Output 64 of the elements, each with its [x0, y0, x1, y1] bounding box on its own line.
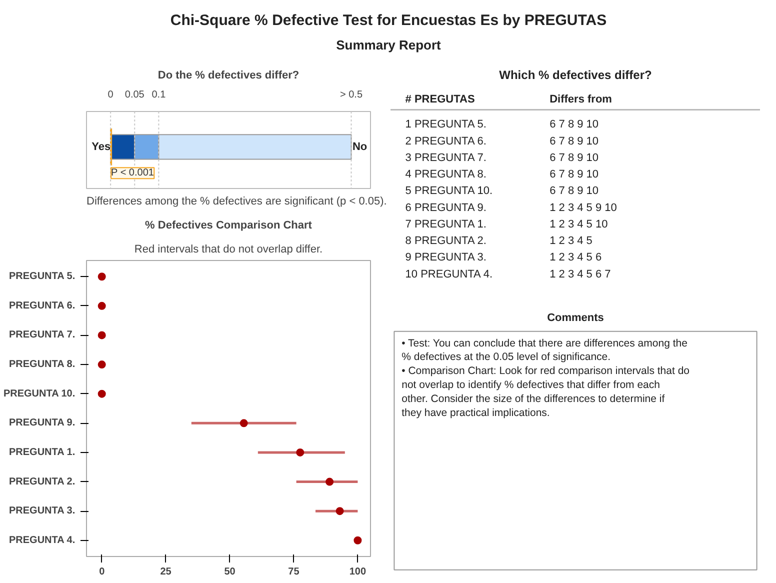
text: 1 PREGUNTA 5.: [405, 118, 486, 131]
text: 1 2 3 4 5 6: [550, 252, 602, 264]
text: 6 7 8 9 10: [550, 168, 599, 180]
point: [296, 448, 304, 456]
text: 1 2 3 4 5: [550, 235, 592, 247]
y-tick-label: PREGUNTA 2.: [9, 476, 76, 488]
text: • Test: You can conclude that there are differences among the % defectives at the 0.05 level of significance.: [402, 337, 688, 364]
text: Differences among the % defectives are significant (p < 0.05).: [86, 196, 387, 208]
y-tick-label: PREGUNTA 1.: [9, 446, 76, 458]
text: • Comparison Chart: Look for red comparison intervals that do not overlap to identify % defectives that differ from each other. Consider the size of the differences to determine if they have practical implications.: [402, 365, 690, 419]
chart-title: % Defectives Comparison Chart: [145, 220, 312, 232]
point: [326, 478, 334, 486]
point: [98, 390, 106, 398]
x-tick-label: 100: [349, 566, 366, 578]
y-tick-label: PREGUNTA 4.: [9, 534, 76, 546]
text: Comments: [547, 312, 604, 324]
text: 1 2 3 4 5 10: [550, 218, 608, 230]
y-tick-label: PREGUNTA 3.: [9, 506, 76, 517]
text: Summary Report: [336, 38, 442, 53]
point: [98, 331, 106, 340]
text: 6 PREGUNTA 9.: [405, 202, 486, 214]
x-tick-label: 0: [99, 566, 106, 578]
x-tick-label: 0.05: [124, 90, 145, 100]
text: 6 7 8 9 10: [550, 185, 599, 198]
point: [240, 419, 248, 428]
ref-line-label: P < 0.001: [111, 168, 154, 179]
text: 5 PREGUNTA 10.: [405, 185, 493, 198]
text: Which % defectives differ?: [499, 68, 652, 82]
text: 3 PREGUNTA 7.: [405, 152, 486, 164]
y-tick-label: PREGUNTA 6.: [9, 300, 76, 312]
y-tick-label: PREGUNTA 10.: [3, 388, 76, 400]
y-tick-label: PREGUNTA 7.: [9, 330, 76, 341]
chart-subtitle: Red intervals that do not overlap differ.: [134, 244, 323, 256]
chart-title: Do the % defectives differ?: [158, 70, 300, 82]
text: Differs from: [550, 93, 612, 106]
x-tick-label: > 0.5: [340, 90, 363, 100]
y-tick-label: PREGUNTA 5.: [9, 271, 76, 282]
text: 7 PREGUNTA 1.: [405, 218, 486, 230]
text: # PREGUTAS: [405, 93, 475, 106]
text: 6 7 8 9 10: [550, 118, 599, 131]
point: [98, 272, 106, 281]
text: 8 PREGUNTA 2.: [405, 235, 486, 247]
text: 10 PREGUNTA 4.: [405, 268, 493, 280]
text: 1 2 3 4 5 6 7: [550, 268, 611, 280]
text: 1 2 3 4 5 9 10: [550, 202, 617, 214]
y-tick-label: PREGUNTA 9.: [9, 418, 76, 429]
text: 4 PREGUNTA 8.: [405, 168, 486, 180]
point: [336, 507, 344, 516]
text: 6 7 8 9 10: [550, 152, 599, 164]
text: Chi-Square % Defective Test for Encuestas Es by PREGUTAS: [170, 12, 607, 29]
text: 9 PREGUNTA 3.: [405, 252, 486, 264]
x-tick-label: 25: [160, 566, 172, 578]
x-tick-label: 50: [224, 566, 236, 578]
point: [98, 302, 106, 310]
x-tick-label: 0.1: [152, 90, 166, 100]
point: [98, 360, 106, 369]
text: No: [352, 140, 368, 153]
y-tick-label: PREGUNTA 8.: [9, 359, 76, 370]
point: [354, 536, 362, 544]
text: 2 PREGUNTA 6.: [405, 135, 486, 148]
text: 6 7 8 9 10: [550, 135, 599, 148]
x-tick-label: 0: [108, 90, 114, 100]
x-tick-label: 75: [288, 566, 300, 578]
annotation: Yes: [92, 140, 111, 153]
